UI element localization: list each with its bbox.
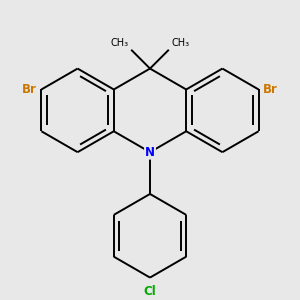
Text: CH₃: CH₃ bbox=[110, 38, 128, 48]
Text: Cl: Cl bbox=[144, 285, 156, 298]
Text: Br: Br bbox=[22, 83, 37, 96]
Text: Br: Br bbox=[263, 83, 278, 96]
Text: CH₃: CH₃ bbox=[172, 38, 190, 48]
Text: N: N bbox=[145, 146, 155, 159]
